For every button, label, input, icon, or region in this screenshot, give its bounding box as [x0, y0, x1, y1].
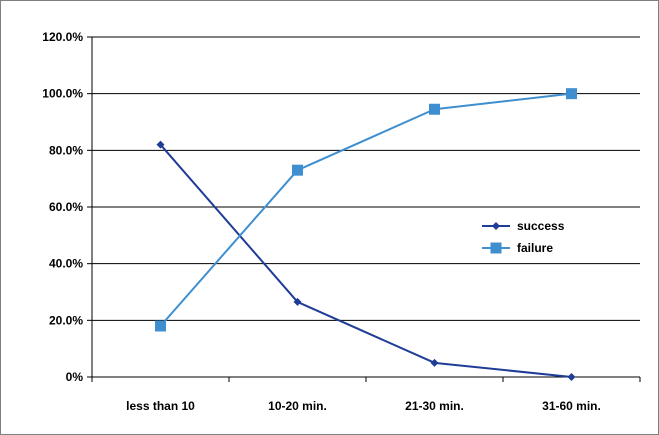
axes: 0% 20.0% 40.0% 60.0% 80.0% 100.0% 120.0% less t…: [42, 30, 641, 413]
series-failure: [155, 88, 577, 332]
x-tick-label: 31-60 min.: [542, 399, 601, 413]
y-tick-label: 20.0%: [49, 313, 83, 327]
y-tick-label: 80.0%: [49, 143, 83, 157]
x-tick-label: less than 10: [126, 399, 195, 413]
series-success: [156, 140, 576, 381]
y-tick-label: 100.0%: [42, 87, 83, 101]
y-tick-label: 40.0%: [49, 257, 83, 271]
y-tick-label: 60.0%: [49, 200, 83, 214]
legend-label: failure: [517, 241, 553, 255]
legend-item-success: success: [482, 219, 565, 233]
y-tick-label: 120.0%: [42, 30, 83, 44]
series-layer: [155, 88, 577, 381]
legend: success failure: [482, 219, 565, 255]
series-line: [159, 144, 572, 378]
legend-item-failure: failure: [482, 241, 553, 255]
gridlines: [92, 36, 640, 321]
y-tick-label: 0%: [66, 370, 84, 384]
data-point-square: [155, 320, 166, 332]
data-point-square: [490, 242, 502, 254]
x-tick-label: 21-30 min.: [405, 399, 464, 413]
data-point-diamond: [430, 358, 439, 367]
data-point-diamond: [156, 140, 165, 149]
data-point-diamond: [293, 297, 302, 306]
legend-label: success: [517, 219, 565, 233]
data-point-square: [566, 88, 577, 100]
x-tick-label: 10-20 min.: [268, 399, 327, 413]
data-point-diamond: [567, 373, 576, 381]
data-point-square: [292, 164, 303, 176]
data-point-square: [429, 103, 440, 115]
data-point-diamond: [492, 222, 500, 230]
series-line: [159, 92, 572, 327]
